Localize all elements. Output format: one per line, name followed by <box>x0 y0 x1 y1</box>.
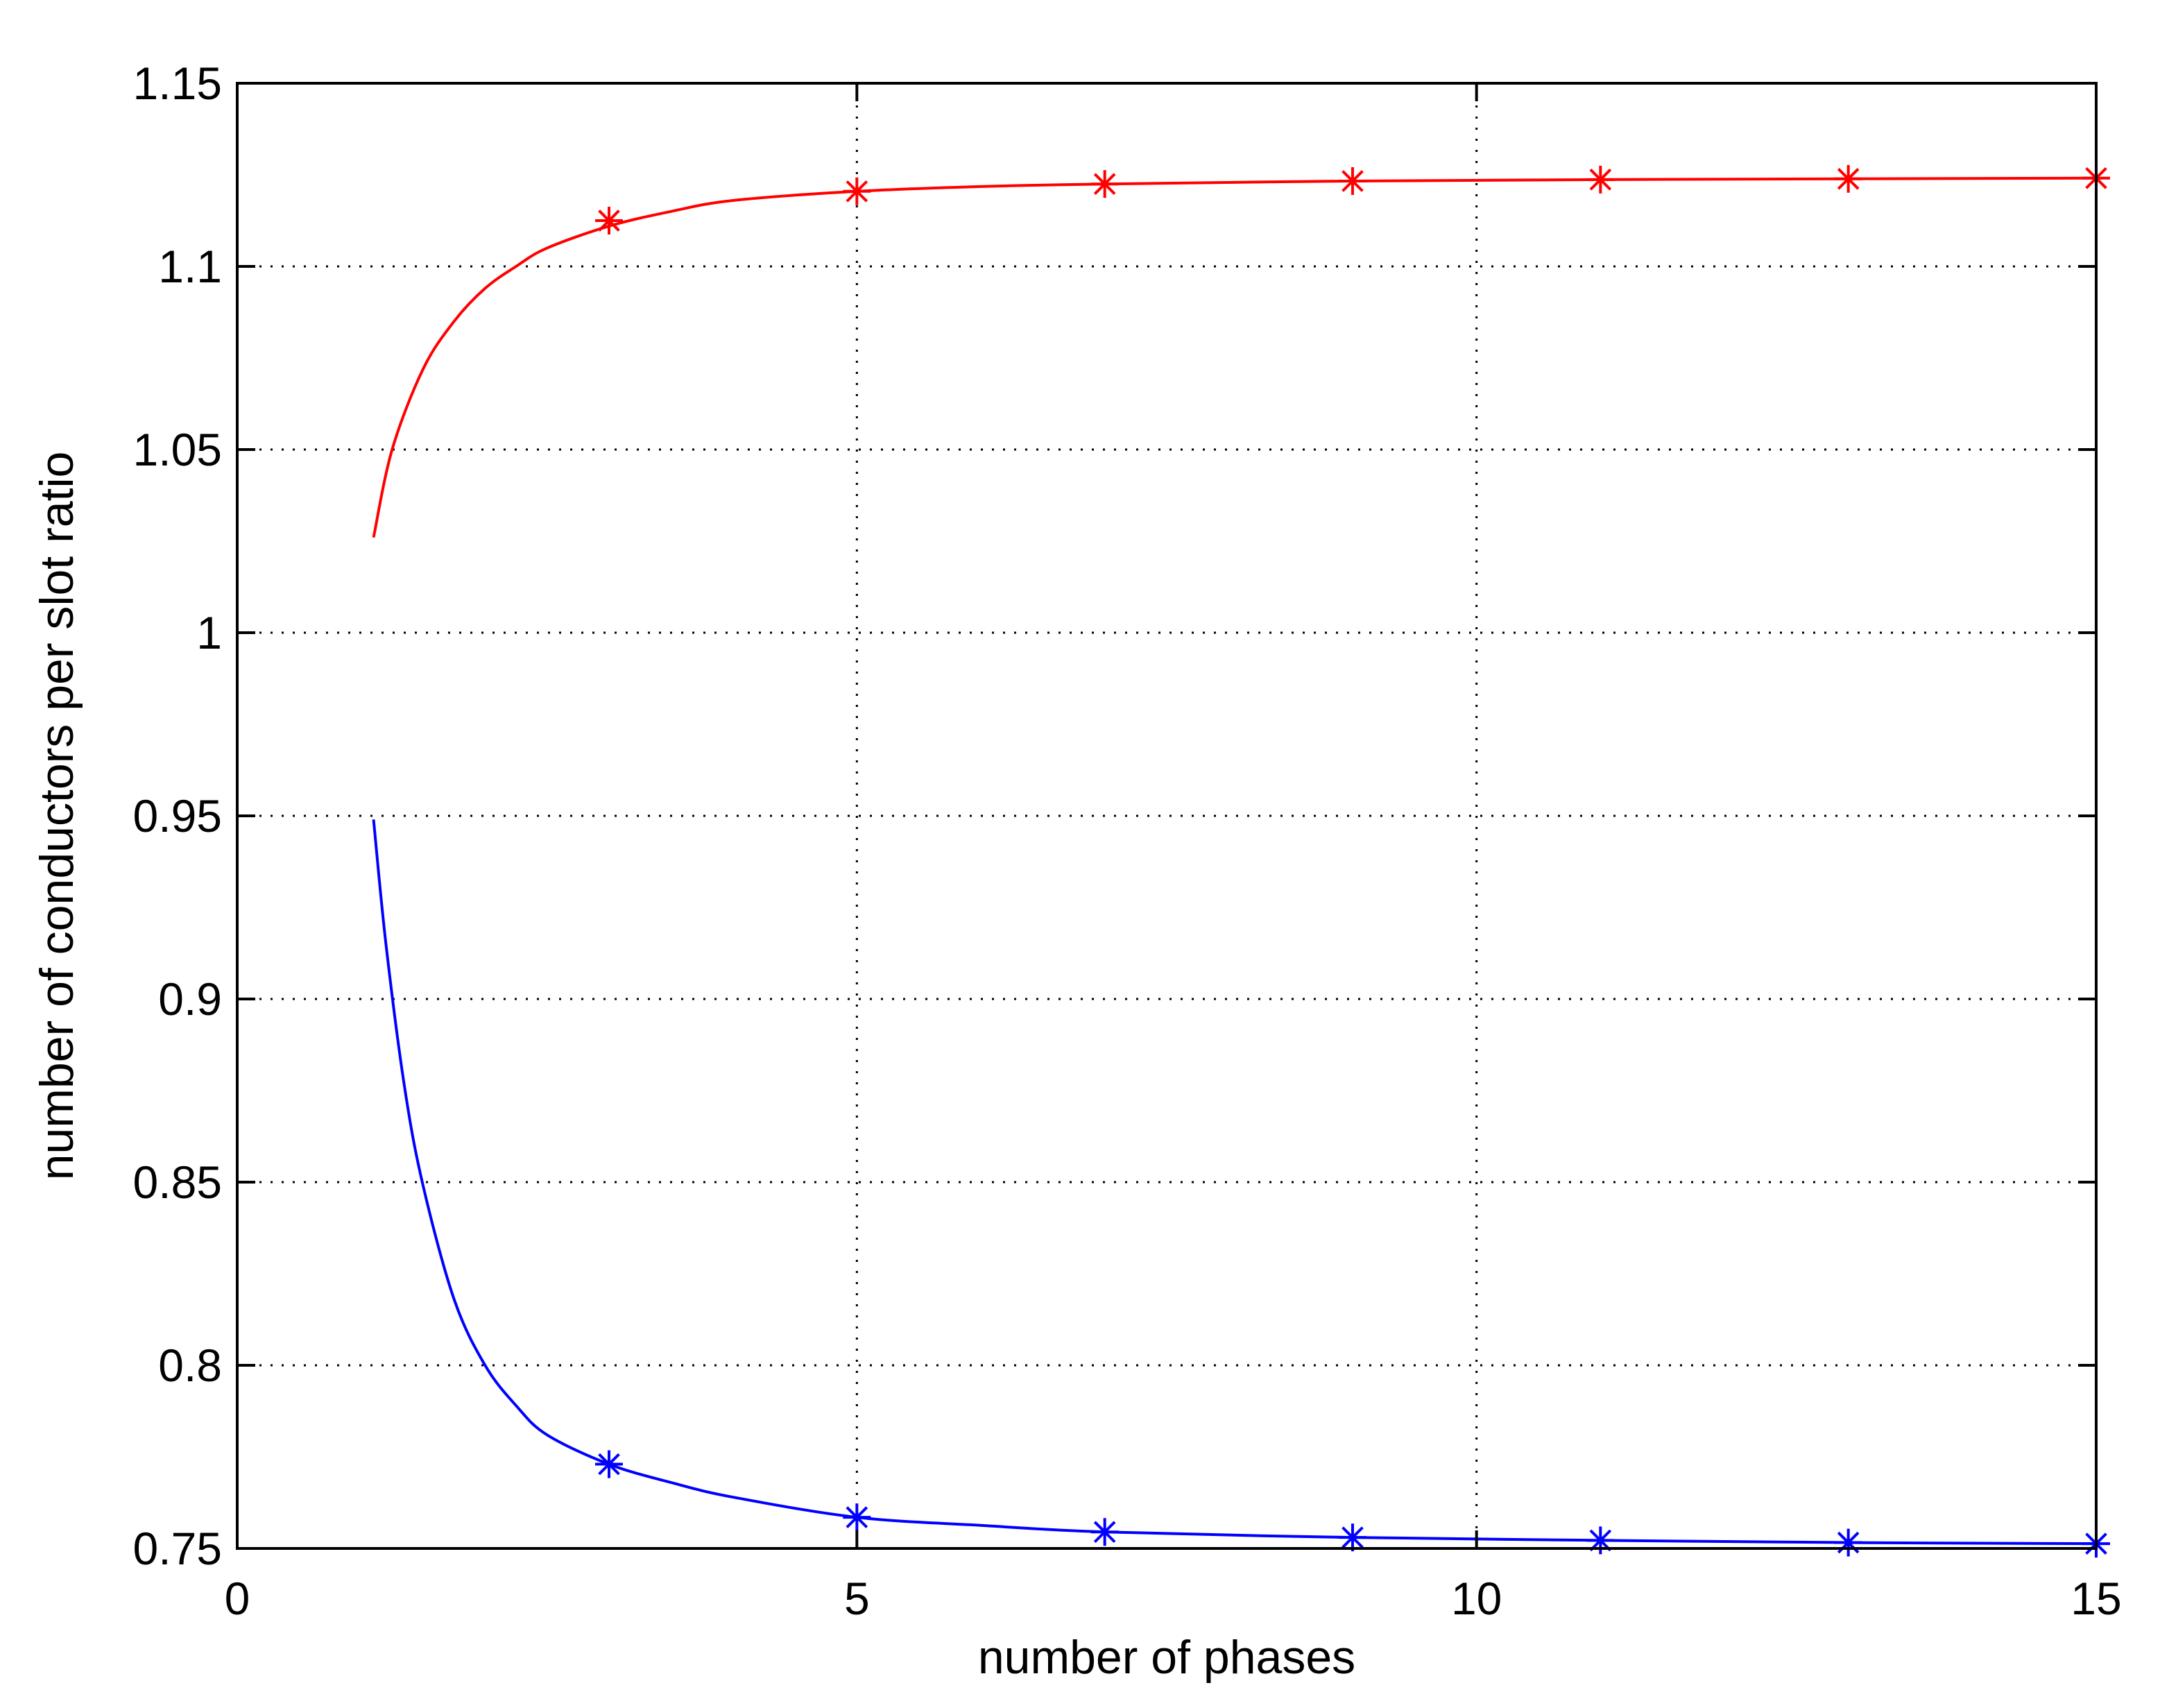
grid-lines <box>237 83 2096 1548</box>
series-1-marker <box>1834 1528 1862 1557</box>
y-tick-label: 1.05 <box>133 424 222 475</box>
series-1-marker <box>595 1450 623 1478</box>
series-0-marker <box>1339 166 1366 195</box>
series-0-marker <box>1586 165 1615 194</box>
series-1-marker <box>1090 1518 1119 1546</box>
y-tick-label: 0.95 <box>133 790 222 842</box>
y-tick-label: 0.85 <box>133 1156 222 1208</box>
y-tick-label: 1.1 <box>158 241 222 292</box>
y-axis-label: number of conductors per slot ratio <box>31 452 83 1181</box>
series-1-marker <box>843 1503 871 1532</box>
y-tick-label: 0.9 <box>158 973 222 1025</box>
y-tick-label: 0.8 <box>158 1340 222 1391</box>
x-tick-label: 5 <box>844 1573 870 1624</box>
x-tick-label: 0 <box>225 1573 250 1624</box>
series-0-marker <box>1090 170 1119 198</box>
y-tick-label: 1.15 <box>133 58 222 109</box>
series-0-marker <box>1834 164 1862 193</box>
series-1-marker <box>1586 1526 1615 1555</box>
x-axis-label: number of phases <box>978 1631 1355 1684</box>
y-tick-label: 0.75 <box>133 1523 222 1574</box>
y-tick-label: 1 <box>196 607 222 658</box>
series-0-marker <box>595 207 623 234</box>
x-tick-labels: 0 5 10 15 <box>225 1573 2122 1624</box>
series-0-line <box>372 176 2097 538</box>
series-group <box>372 164 2110 1558</box>
x-tick-label: 15 <box>2071 1573 2121 1624</box>
series-1-marker <box>1339 1523 1366 1552</box>
series-1-line <box>372 819 2097 1546</box>
y-tick-labels: 0.75 0.8 0.85 0.9 0.95 1 1.05 1.1 1.15 <box>133 58 222 1574</box>
tick-marks <box>236 82 2098 1550</box>
x-tick-label: 10 <box>1451 1573 1502 1624</box>
series-0-marker <box>843 177 871 205</box>
